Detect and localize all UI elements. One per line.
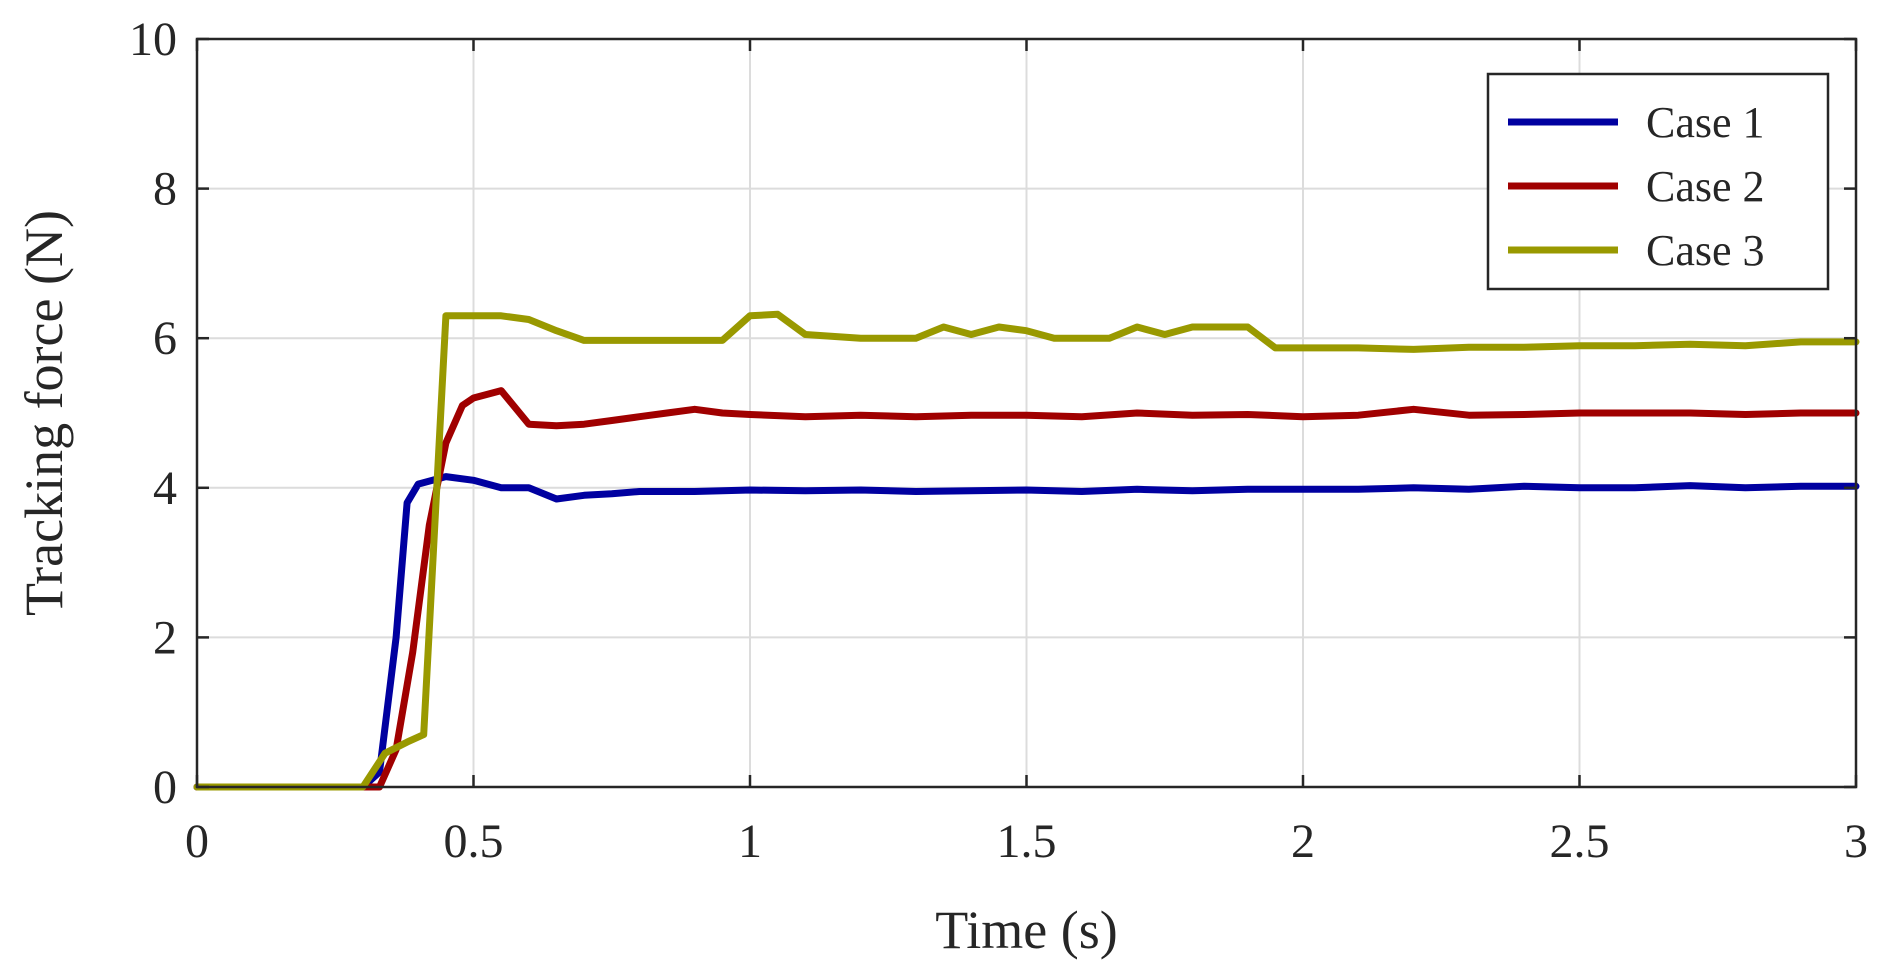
series-line-case-2 <box>193 387 1860 791</box>
x-axis-ticks: 0 0.5 1 1.5 2 2.5 3 <box>185 39 1868 868</box>
y-tick-label: 6 <box>153 312 177 365</box>
x-tick-label: 3 <box>1844 815 1868 868</box>
legend-label-case-2: Case 2 <box>1646 162 1765 211</box>
x-tick-label: 2.5 <box>1550 815 1610 868</box>
y-tick-label: 2 <box>153 611 177 664</box>
x-tick-label: 0.5 <box>444 815 504 868</box>
y-axis-label: Tracking force (N) <box>14 210 74 616</box>
series-line-case-3 <box>193 310 1860 791</box>
x-tick-label: 1 <box>738 815 762 868</box>
y-tick-label: 0 <box>153 761 177 814</box>
y-axis-ticks: 0 2 4 6 8 10 <box>129 13 1856 814</box>
legend: Case 1 Case 2 Case 3 <box>1486 72 1830 291</box>
legend-label-case-3: Case 3 <box>1646 226 1765 275</box>
y-tick-label: 4 <box>153 462 177 515</box>
y-tick-label: 8 <box>153 163 177 216</box>
x-tick-label: 2 <box>1291 815 1315 868</box>
x-tick-label: 1.5 <box>997 815 1057 868</box>
series-layer <box>193 310 1860 791</box>
y-tick-label: 10 <box>129 13 177 66</box>
x-tick-label: 0 <box>185 815 209 868</box>
legend-label-case-1: Case 1 <box>1646 98 1765 147</box>
legend-items: Case 1 Case 2 Case 3 <box>1508 98 1765 275</box>
x-axis-label: Time (s) <box>935 900 1118 960</box>
